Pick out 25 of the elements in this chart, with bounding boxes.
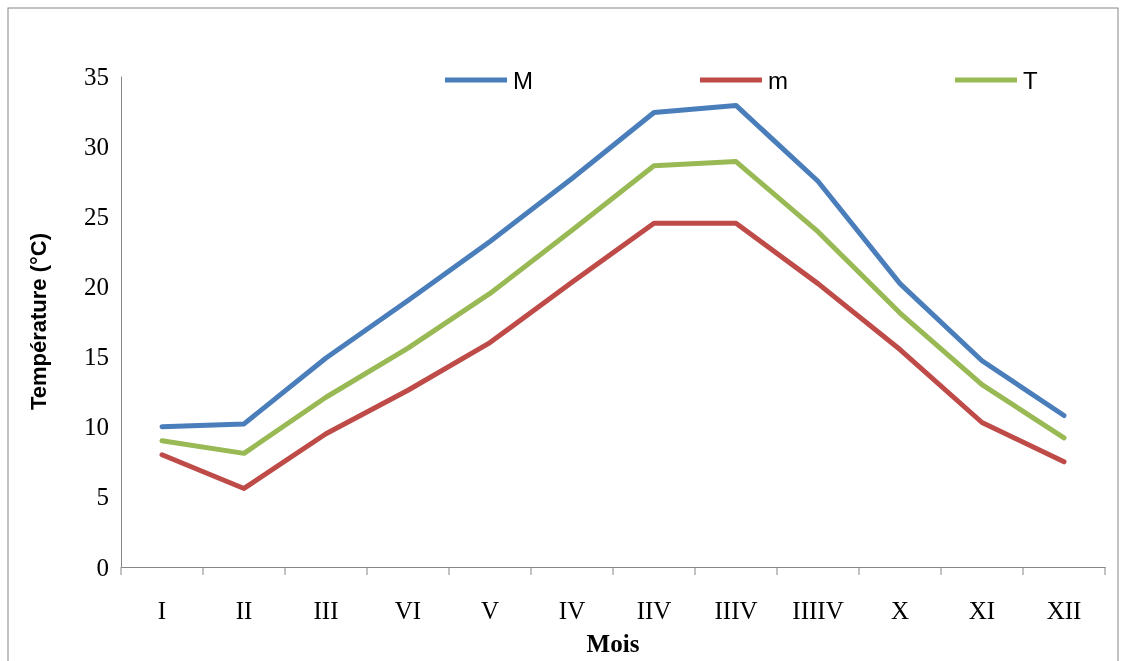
y-tick-label: 30 bbox=[84, 132, 109, 160]
x-tick-label: III bbox=[313, 596, 339, 624]
x-tick-label: IIV bbox=[636, 596, 672, 624]
y-tick-label: 35 bbox=[84, 62, 109, 90]
y-tick-label: 10 bbox=[84, 413, 109, 441]
legend-label: M bbox=[513, 67, 533, 94]
y-tick-label: 5 bbox=[96, 483, 109, 511]
y-tick-label: 15 bbox=[84, 343, 109, 371]
x-tick-label: IIIV bbox=[714, 596, 758, 624]
y-tick-label: 25 bbox=[84, 202, 109, 230]
legend-label: m bbox=[768, 67, 788, 94]
x-tick-label: XI bbox=[968, 596, 996, 624]
x-axis-title: Mois bbox=[586, 630, 640, 657]
x-tick-label: IIIIV bbox=[792, 596, 844, 624]
x-tick-label: X bbox=[890, 596, 910, 624]
x-tick-label: XII bbox=[1046, 596, 1082, 624]
y-tick-label: 20 bbox=[84, 272, 109, 300]
x-tick-label: I bbox=[157, 596, 167, 624]
x-tick-label: IV bbox=[558, 596, 586, 624]
legend-label: T bbox=[1023, 67, 1038, 94]
x-tick-label: II bbox=[235, 596, 253, 624]
y-axis-title: Température (°C) bbox=[26, 232, 51, 411]
x-tick-label: VI bbox=[394, 596, 422, 624]
x-tick-label: V bbox=[480, 596, 500, 624]
y-tick-label: 0 bbox=[96, 553, 109, 581]
